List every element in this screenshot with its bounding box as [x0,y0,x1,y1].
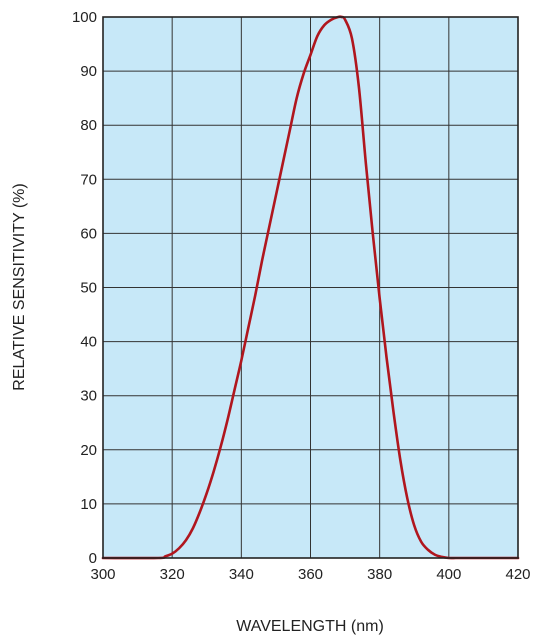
x-tick-label: 340 [229,566,254,583]
sensitivity-curve [101,15,520,560]
grid-lines [103,17,518,558]
x-tick-label: 380 [367,566,392,583]
plot-frame [102,16,519,559]
y-tick-label: 10 [80,496,97,513]
x-tick-label: 420 [505,566,530,583]
y-tick-labels: 0 10 20 30 40 50 60 70 80 90 100 [72,9,97,567]
y-tick-label: 70 [80,171,97,188]
y-tick-label: 90 [80,63,97,80]
y-tick-label: 20 [80,442,97,459]
series-layer [101,15,520,560]
x-tick-label: 320 [160,566,185,583]
x-axis-title: WAVELENGTH (nm) [236,618,384,635]
y-tick-label: 100 [72,9,97,26]
y-tick-label: 50 [80,280,97,297]
x-tick-label: 400 [436,566,461,583]
y-tick-label: 60 [80,225,97,242]
x-tick-label: 360 [298,566,323,583]
y-axis-title: RELATIVE SENSITIVITY (%) [11,183,28,390]
y-tick-label: 0 [89,550,97,567]
y-tick-label: 30 [80,388,97,405]
x-tick-labels: 300 320 340 360 380 400 420 [90,566,530,583]
y-tick-label: 80 [80,117,97,134]
x-tick-label: 300 [90,566,115,583]
y-tick-label: 40 [80,334,97,351]
